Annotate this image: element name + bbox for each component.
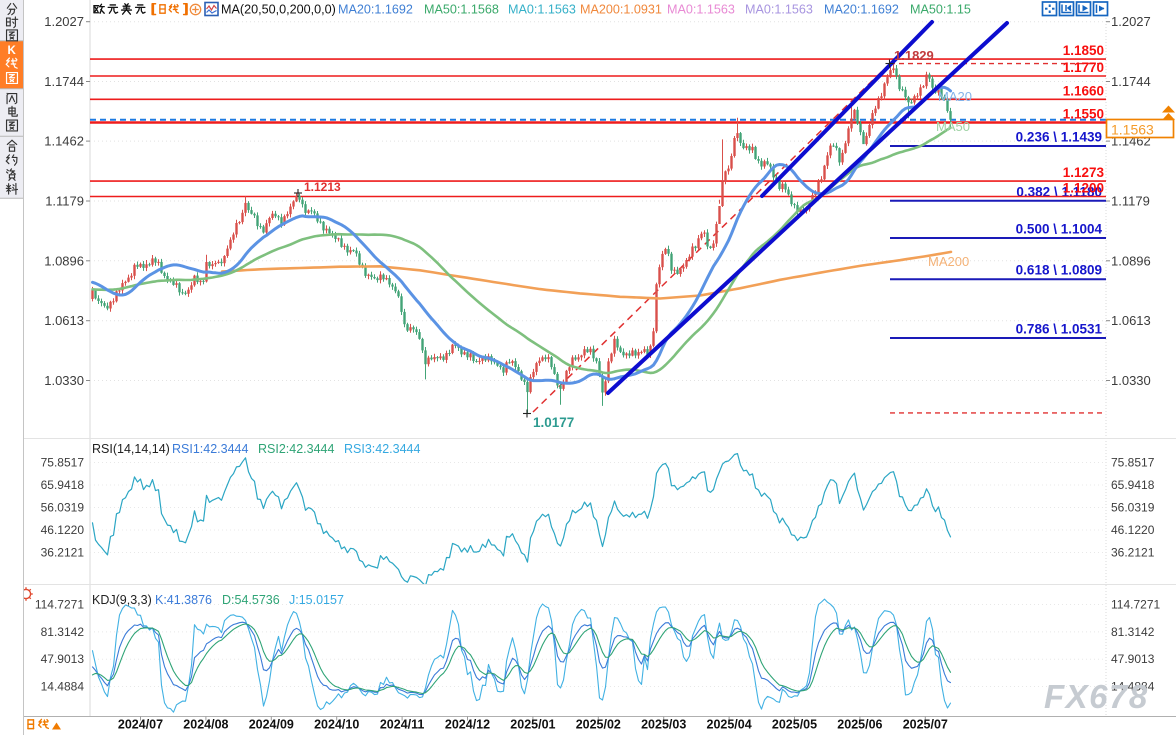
svg-text:14.4884: 14.4884 [41,680,85,694]
svg-text:1.1770: 1.1770 [1063,60,1104,75]
svg-text:KDJ(9,3,3): KDJ(9,3,3) [92,593,152,607]
svg-text:2024/07: 2024/07 [118,718,163,732]
svg-text:47.9013: 47.9013 [1111,652,1155,666]
svg-text:K:41.3876: K:41.3876 [155,593,212,607]
svg-text:MA0:1.1563: MA0:1.1563 [745,3,813,17]
svg-text:81.3142: 81.3142 [1111,625,1155,639]
svg-text:47.9013: 47.9013 [41,652,85,666]
svg-text:1.1829: 1.1829 [894,48,934,63]
svg-text:0.382 \ 1.1180: 0.382 \ 1.1180 [1016,184,1102,199]
svg-text:J:15.0157: J:15.0157 [289,593,344,607]
svg-text:0.786 \ 1.0531: 0.786 \ 1.0531 [1016,322,1103,337]
svg-text:1.2027: 1.2027 [1111,14,1151,29]
svg-text:0.500 \ 1.1004: 0.500 \ 1.1004 [1016,222,1103,237]
svg-text:RSI2:42.3444: RSI2:42.3444 [258,442,334,456]
svg-text:1.1179: 1.1179 [45,194,84,209]
svg-text:MA20: MA20 [938,89,972,104]
svg-text:MA0:1.1563: MA0:1.1563 [508,3,576,17]
svg-text:1.0177: 1.0177 [533,415,574,430]
svg-text:2025/03: 2025/03 [641,718,686,732]
svg-text:MA50:1.1568: MA50:1.1568 [424,3,499,17]
svg-text:1.1273: 1.1273 [1063,165,1105,180]
svg-text:2024/12: 2024/12 [445,718,490,732]
svg-text:0.618 \ 1.0809: 0.618 \ 1.0809 [1016,263,1102,278]
svg-text:1.1213: 1.1213 [304,180,341,194]
svg-text:1.1200: 1.1200 [1063,181,1104,196]
svg-text:MA20:1.1692: MA20:1.1692 [824,3,899,17]
svg-text:14.4884: 14.4884 [1111,680,1155,694]
svg-text:1.1179: 1.1179 [1111,194,1150,209]
svg-text:75.8517: 75.8517 [41,456,85,470]
svg-text:2024/09: 2024/09 [249,718,294,732]
svg-text:MA200: MA200 [928,254,969,269]
svg-text:75.8517: 75.8517 [1111,456,1155,470]
svg-text:2025/07: 2025/07 [903,718,948,732]
svg-text:1.1563: 1.1563 [1111,122,1154,138]
svg-text:1.1744: 1.1744 [44,74,84,89]
svg-text:1.1550: 1.1550 [1063,107,1104,122]
svg-text:1.0613: 1.0613 [1111,313,1151,328]
svg-text:36.2121: 36.2121 [41,546,85,560]
svg-text:MA200:1.0931: MA200:1.0931 [580,3,662,17]
svg-text:RSI3:42.3444: RSI3:42.3444 [344,442,420,456]
svg-text:46.1220: 46.1220 [41,523,85,537]
svg-text:0.236 \ 1.1439: 0.236 \ 1.1439 [1016,130,1102,145]
svg-text:1.1660: 1.1660 [1063,83,1104,98]
svg-text:MA50: MA50 [936,119,970,134]
svg-text:36.2121: 36.2121 [1111,546,1155,560]
svg-text:2024/11: 2024/11 [380,718,425,732]
svg-text:MA(20,50,0,200,0,0): MA(20,50,0,200,0,0) [221,3,336,17]
svg-text:1.1850: 1.1850 [1063,43,1104,58]
svg-text:81.3142: 81.3142 [41,625,85,639]
svg-text:1.0330: 1.0330 [44,373,84,388]
svg-text:65.9418: 65.9418 [1111,478,1155,492]
svg-text:1.0613: 1.0613 [44,313,84,328]
svg-text:1.0896: 1.0896 [1111,253,1151,268]
svg-text:MA20:1.1692: MA20:1.1692 [338,3,413,17]
svg-text:46.1220: 46.1220 [1111,523,1155,537]
svg-text:K: K [8,45,17,57]
svg-text:2025/06: 2025/06 [837,718,882,732]
svg-text:FX678: FX678 [1044,678,1149,715]
svg-text:114.7271: 114.7271 [35,598,84,612]
svg-text:RSI(14,14,14): RSI(14,14,14) [92,442,170,456]
svg-text:2024/08: 2024/08 [183,718,228,732]
svg-text:2024/10: 2024/10 [314,718,359,732]
svg-text:114.7271: 114.7271 [1111,598,1160,612]
svg-text:65.9418: 65.9418 [41,478,85,492]
svg-text:1.2027: 1.2027 [44,14,84,29]
svg-text:1.0896: 1.0896 [44,253,84,268]
svg-text:1.1462: 1.1462 [44,134,84,149]
svg-text:2025/02: 2025/02 [576,718,621,732]
svg-text:56.0319: 56.0319 [1111,501,1155,515]
svg-text:1.0330: 1.0330 [1111,373,1151,388]
svg-text:2025/01: 2025/01 [510,718,555,732]
svg-text:MA0:1.1563: MA0:1.1563 [667,3,735,17]
svg-text:RSI1:42.3444: RSI1:42.3444 [172,442,248,456]
svg-text:2025/05: 2025/05 [772,718,817,732]
svg-text:2025/04: 2025/04 [707,718,752,732]
svg-text:MA50:1.15: MA50:1.15 [910,3,971,17]
svg-text:1.1744: 1.1744 [1111,74,1151,89]
svg-text:D:54.5736: D:54.5736 [222,593,280,607]
svg-text:56.0319: 56.0319 [41,501,85,515]
